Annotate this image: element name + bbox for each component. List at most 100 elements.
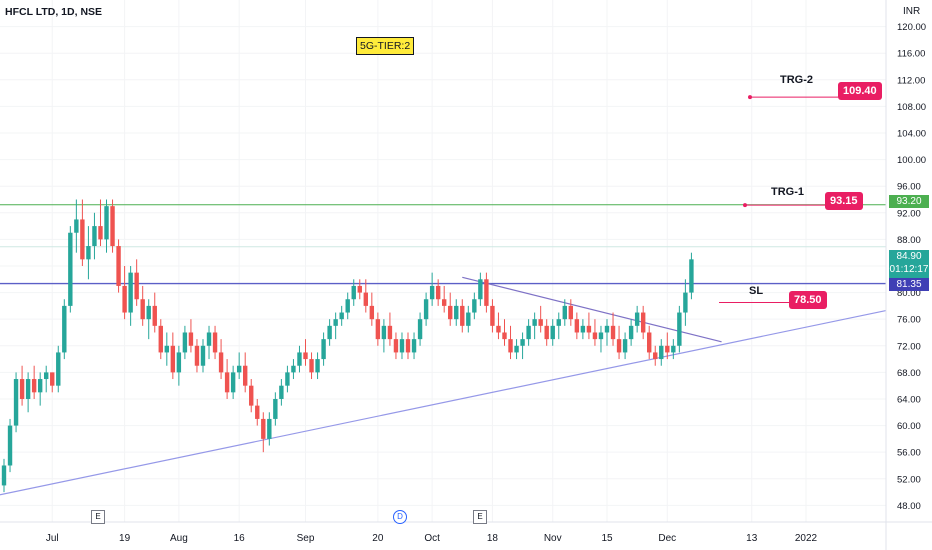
candle-body xyxy=(598,332,604,340)
candle-body xyxy=(13,379,19,426)
candle-body xyxy=(448,305,453,320)
candle-body xyxy=(1,465,7,486)
earnings-event-icon[interactable]: E xyxy=(91,510,105,524)
trg2-value-tag: 109.40 xyxy=(838,82,882,100)
candle-body xyxy=(31,379,37,393)
candle-body xyxy=(116,246,121,286)
green-level-tag: 93.20 xyxy=(889,195,929,208)
x-tick-label: Dec xyxy=(658,533,676,544)
candle-body xyxy=(490,305,495,326)
candle-body xyxy=(647,332,652,353)
candle-body xyxy=(200,345,206,366)
earnings-event-icon[interactable]: E xyxy=(473,510,487,524)
candle-body xyxy=(146,305,151,320)
candle-body xyxy=(98,226,103,240)
candle-body xyxy=(556,319,561,326)
candle-body xyxy=(363,292,368,306)
candle-body xyxy=(520,339,525,346)
candle-body xyxy=(478,279,483,300)
candle-body xyxy=(327,325,332,340)
candle-body xyxy=(152,305,157,326)
tier-label: 5G-TIER:2 xyxy=(356,37,415,55)
candle-body xyxy=(387,325,393,340)
candle-body xyxy=(508,339,513,353)
x-tick-label: Nov xyxy=(544,533,562,544)
candle-body xyxy=(659,345,664,360)
candle-body xyxy=(369,305,375,320)
candle-body xyxy=(441,299,447,306)
candle-body xyxy=(472,299,477,313)
ascending-trendline xyxy=(0,309,887,496)
y-tick-label: 56.00 xyxy=(897,448,921,459)
candle-body xyxy=(321,339,326,360)
candle-body xyxy=(86,246,91,260)
candle-body xyxy=(285,372,290,386)
trg2-marker xyxy=(748,95,752,100)
candle-body xyxy=(604,325,610,333)
candle-body xyxy=(158,325,163,353)
trendlines xyxy=(0,95,887,496)
candle-body xyxy=(249,385,254,406)
candle-body xyxy=(677,312,682,346)
candle-body xyxy=(261,418,266,439)
dividend-event-icon[interactable]: D xyxy=(393,510,407,524)
x-tick-label: 16 xyxy=(234,533,246,544)
x-tick-label: Sep xyxy=(297,533,315,544)
candle-body xyxy=(188,332,194,346)
trg2-label: TRG-2 xyxy=(780,74,813,86)
candle-body xyxy=(176,352,182,373)
y-tick-label: 76.00 xyxy=(897,315,921,326)
candle-body xyxy=(393,339,399,353)
candle-body xyxy=(25,379,31,399)
candle-body xyxy=(568,305,574,320)
candle-body xyxy=(429,285,435,300)
candle-body xyxy=(279,385,284,399)
candle-body xyxy=(303,352,308,360)
candle-body xyxy=(417,319,423,340)
candle-body xyxy=(580,325,586,333)
x-tick-label: 2022 xyxy=(795,533,818,544)
symbol-title[interactable]: HFCL LTD, 1D, NSE xyxy=(5,6,103,18)
candle-body xyxy=(339,312,344,320)
candle-body xyxy=(194,345,200,366)
candle-body xyxy=(622,339,628,353)
candle-body xyxy=(140,299,145,320)
candle-body xyxy=(586,325,592,333)
candle-body xyxy=(170,345,176,373)
candle-body xyxy=(381,325,387,340)
candle-body xyxy=(496,325,501,333)
candle-body xyxy=(291,365,296,373)
candle-body xyxy=(56,352,61,386)
candle-body xyxy=(405,339,411,353)
y-tick-label: 88.00 xyxy=(897,235,921,246)
y-tick-label: 52.00 xyxy=(897,474,921,485)
candle-body xyxy=(267,418,272,439)
candle-body xyxy=(297,352,302,366)
candle-body xyxy=(411,339,417,353)
candle-body xyxy=(104,206,109,240)
candle-body xyxy=(230,372,236,393)
currency-label: INR xyxy=(903,6,921,17)
candle-body xyxy=(92,226,97,247)
x-tick-label: 13 xyxy=(746,533,758,544)
candle-body xyxy=(122,285,127,313)
candle-body xyxy=(502,332,507,340)
x-tick-label: 19 xyxy=(119,533,131,544)
candle-body xyxy=(640,312,646,333)
trg1-value-tag: 93.15 xyxy=(825,192,863,210)
candle-body xyxy=(44,372,49,380)
candle-body xyxy=(653,352,658,360)
x-tick-label: 20 xyxy=(372,533,384,544)
candle-body xyxy=(19,379,25,399)
sl-label: SL xyxy=(749,285,764,297)
gridlines xyxy=(0,0,886,522)
candle-body xyxy=(224,372,230,393)
candle-body xyxy=(671,345,676,353)
candlestick-series xyxy=(1,199,694,493)
candle-body xyxy=(550,325,555,340)
candle-body xyxy=(218,352,224,373)
candle-body xyxy=(7,425,13,466)
candle-body xyxy=(514,345,519,353)
